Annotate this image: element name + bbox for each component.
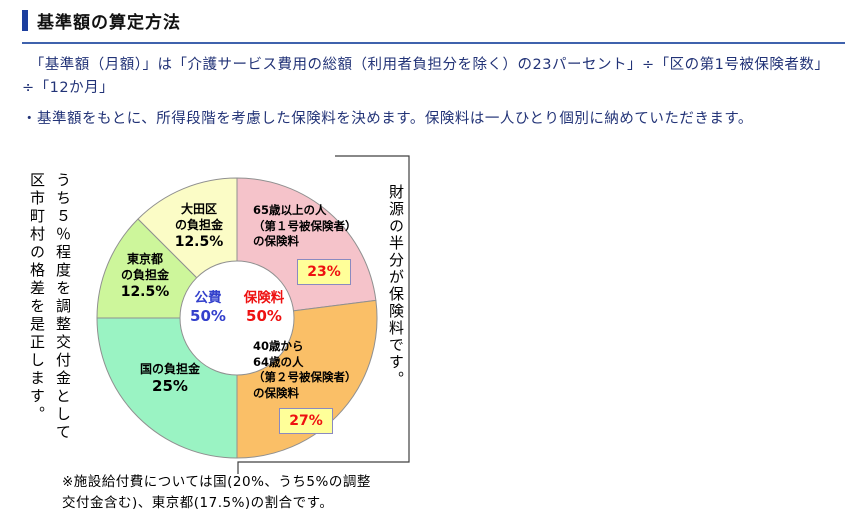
center-label-text: 保険料 (243, 290, 285, 306)
label-line: の保険料 (253, 385, 299, 400)
formula-paragraph: 「基準額（月額）」は「介護サービス費用の総額（利用者負担分を除く）の23パーセン… (22, 57, 830, 96)
highlight-box-23-percent: 23% (297, 259, 351, 285)
label-percent: 12.5% (120, 284, 170, 300)
label-line: 64歳の人 (253, 354, 304, 369)
center-label-text: 公費 (194, 290, 222, 306)
pie-center-hole (179, 260, 295, 376)
label-line: （第１号被保険者） (253, 218, 357, 233)
page-title: 基準額の算定方法 (37, 13, 181, 33)
center-label-value: 50% (246, 307, 282, 325)
highlight-box-27-percent: 27% (279, 408, 333, 434)
label-line: 国の負担金 (139, 362, 200, 376)
footnote: ※施設給付費については国(20%、うち5%の調整 交付金含む)、東京都(17.5… (62, 472, 371, 514)
center-label-hokenryo: 保険料 50% (236, 289, 292, 326)
right-vertical-note: 財源の半分が保険料です。 (387, 184, 405, 388)
label-line: 65歳以上の人 (253, 203, 327, 217)
footnote-line: ※施設給付費については国(20%、うち5%の調整 (62, 474, 371, 490)
label-age40-64-premium: 40歳から 64歳の人 （第２号被保険者） の保険料 (253, 339, 368, 401)
label-line: 大田区 (180, 202, 217, 216)
center-label-kouhi: 公費 50% (183, 289, 233, 326)
label-line: の負担金 (120, 268, 169, 282)
label-line: の保険料 (253, 234, 299, 248)
label-line: （第２号被保険者） (253, 370, 357, 384)
label-percent: 25% (152, 377, 188, 395)
label-tokyo-share: 東京都 の負担金 12.5% (103, 251, 187, 301)
label-senior-premium: 65歳以上の人 （第１号被保険者） の保険料 (253, 203, 368, 250)
left-vertical-note: うち５％程度を調整交付金として区市町村の格差を是正します。 (28, 172, 72, 442)
premium-half-bracket-line (237, 155, 410, 474)
label-line: 40歳から (253, 339, 304, 353)
label-line: の負担金 (174, 218, 223, 232)
label-ota-share: 大田区 の負担金 12.5% (158, 201, 240, 251)
page-header: 基準額の算定方法 (22, 8, 845, 44)
bullet-paragraph: ・基準額をもとに、所得段階を考慮した保険料を決めます。保険料は一人ひとり個別に納… (22, 111, 753, 127)
label-percent: 12.5% (174, 234, 224, 250)
label-national-share: 国の負担金 25% (118, 361, 222, 396)
heading-accent-bar-icon (22, 10, 28, 31)
footnote-line: 交付金含む)、東京都(17.5%)の割合です。 (62, 495, 334, 511)
label-line: 東京都 (126, 252, 163, 266)
center-label-value: 50% (190, 307, 226, 325)
